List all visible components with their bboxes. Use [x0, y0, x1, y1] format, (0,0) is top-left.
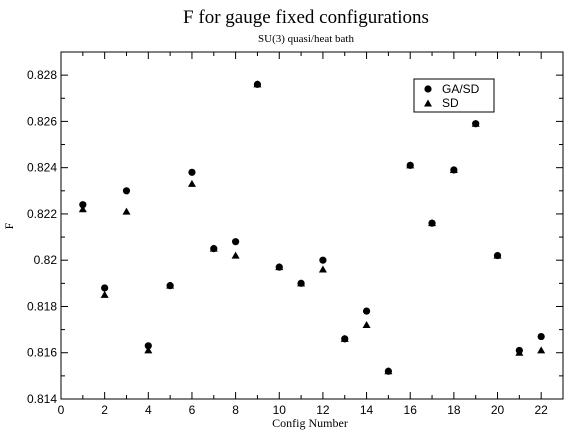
legend-box [413, 78, 495, 113]
ga-sd-point [166, 282, 174, 290]
y-tick-label: 0.826 [27, 114, 57, 128]
x-tick-label: 18 [447, 403, 461, 417]
chart-subtitle: SU(3) quasi/heat bath [258, 33, 354, 45]
sd-point [231, 251, 240, 259]
ga-sd-point [232, 238, 240, 246]
ga-sd-point [210, 245, 218, 253]
legend-label-sd: SD [442, 96, 459, 110]
plot-area: 0 2 4 6 8 10 12 14 16 18 20 22 0.814 0.816 0.818 0.82 0.… [27, 51, 564, 417]
legend-marker-ga-sd [424, 85, 432, 93]
ga-sd-point [275, 263, 283, 271]
y-tick-label: 0.818 [27, 299, 57, 313]
y-tick-label: 0.816 [27, 346, 57, 360]
x-tick-label: 16 [404, 403, 418, 417]
legend: GA/SD SD [413, 78, 495, 113]
y-tick-label: 0.82 [34, 253, 58, 267]
legend-marker-sd [424, 99, 432, 107]
x-tick-label: 0 [58, 403, 65, 417]
ga-sd-point [537, 332, 545, 341]
y-tick-label: 0.824 [27, 161, 57, 175]
ga-sd-point [297, 279, 305, 287]
ga-sd-point [362, 307, 371, 315]
ga-sd-point [406, 161, 414, 169]
y-axis-label: F [2, 222, 16, 229]
ga-sd-point [384, 367, 392, 375]
x-tick-label: 12 [316, 403, 330, 417]
plot-frame [60, 51, 564, 400]
ga-sd-point [144, 342, 152, 350]
ga-sd-point [319, 256, 327, 264]
ga-sd-point [450, 166, 458, 174]
x-tick-label: 6 [189, 403, 196, 417]
x-tick-label: 10 [273, 403, 287, 417]
sd-point [362, 320, 371, 328]
x-tick-label: 14 [360, 403, 374, 417]
x-tick-label: 8 [232, 403, 239, 417]
x-axis-label: Config Number [272, 416, 348, 430]
sd-point [78, 205, 87, 213]
x-tick-label: 20 [491, 403, 505, 417]
sd-point [122, 207, 131, 215]
ga-sd-point [79, 201, 87, 209]
x-tick-label: 2 [101, 403, 108, 417]
x-tick-label: 4 [145, 403, 152, 417]
y-tick-label: 0.814 [27, 392, 57, 406]
ga-sd-point [493, 251, 502, 260]
x-tick-label: 22 [534, 403, 548, 417]
legend-label-ga-sd: GA/SD [442, 82, 480, 96]
ga-sd-point [122, 187, 131, 195]
ga-sd-point [515, 346, 523, 355]
ga-sd-point [101, 284, 109, 292]
ga-sd-point [253, 80, 262, 88]
sd-point [187, 179, 196, 187]
ga-sd-point [188, 168, 196, 176]
sd-point [537, 346, 546, 354]
y-tick-label: 0.828 [27, 68, 57, 82]
y-tick-label: 0.822 [27, 207, 57, 221]
sd-point [100, 290, 109, 298]
ga-sd-point [341, 335, 349, 343]
ga-sd-point [428, 219, 436, 227]
chart-title: F for gauge fixed configurations [183, 7, 429, 28]
sd-point [318, 265, 327, 273]
sd-point [144, 346, 153, 354]
ga-sd-point [472, 120, 480, 128]
